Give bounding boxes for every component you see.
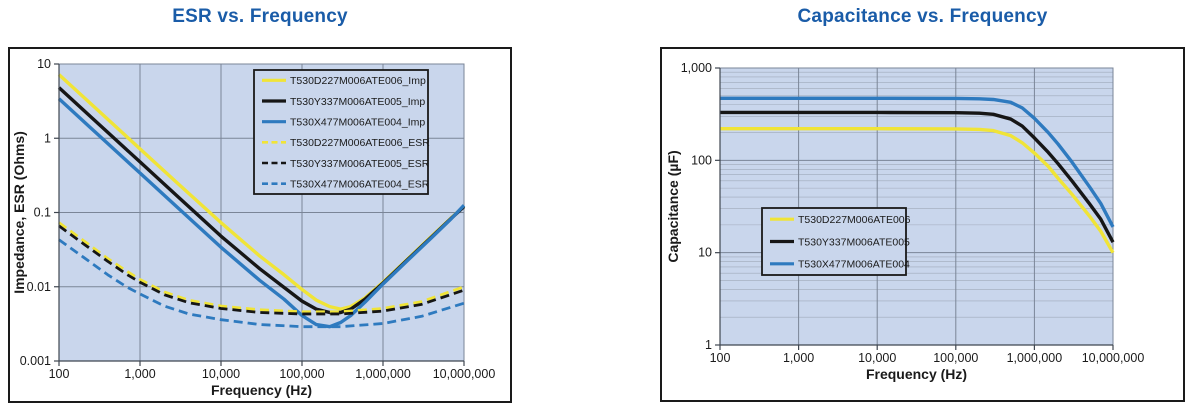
legend-entry-label: T530X477M006ATE004 xyxy=(798,259,910,271)
x-tick-label: 10,000 xyxy=(202,367,240,381)
legend-entry-label: T530Y337M006ATE005 xyxy=(798,236,910,248)
x-axis-label: Frequency (Hz) xyxy=(211,382,312,398)
capacitance-chart-card: Capacitance vs. Frequency 100 1,000 10,000… xyxy=(660,0,1185,407)
x-tick-label: 1,000 xyxy=(783,351,814,365)
legend-entry-label: T530D227M006ATE006_ESR xyxy=(290,137,430,149)
capacitance-chart-frame: 100 1,000 10,000 100,000 1,000,000 10,000,000… xyxy=(660,47,1185,402)
capacitance-chart-canvas: 100 1,000 10,000 100,000 1,000,000 10,000,000… xyxy=(665,61,1145,382)
y-tick-label: 0.001 xyxy=(20,354,51,368)
legend-entry-label: T530X477M006ATE004_Imp xyxy=(290,116,425,128)
legend-box xyxy=(253,69,429,195)
x-axis-label: Frequency (Hz) xyxy=(866,366,967,382)
esr-chart-frame: 100 1,000 10,000 100,000 1,000,000 10,000,000… xyxy=(8,47,512,403)
y-tick-label: 1,000 xyxy=(681,61,712,75)
plot-area xyxy=(720,68,1113,345)
x-tick-label: 1,000 xyxy=(124,367,155,381)
x-tick-label: 10,000,000 xyxy=(433,367,496,381)
esr-chart-card: ESR vs. Frequency 100 1,000 10,000 100,000 1… xyxy=(8,0,512,407)
legend-entry-label: T530D227M006ATE006 xyxy=(798,214,911,226)
series-line-T530X477M006ATE004_ESR xyxy=(58,238,465,329)
x-tick-label: 1,000,000 xyxy=(1007,351,1063,365)
series-line-T530X477M006ATE004 xyxy=(720,96,1115,228)
legend-entry-label: T530D227M006ATE006_Imp xyxy=(290,75,426,87)
y-tick-label: 100 xyxy=(691,153,712,167)
y-tick-label: 10 xyxy=(37,57,51,71)
x-tick-label: 100,000 xyxy=(279,367,324,381)
y-tick-label: 0.1 xyxy=(34,206,51,220)
x-tick-label: 10,000 xyxy=(858,351,896,365)
series-line-T530D227M006ATE006_ESR xyxy=(58,221,465,314)
y-tick-label: 10 xyxy=(698,246,712,260)
esr-chart-canvas: 100 1,000 10,000 100,000 1,000,000 10,000,000… xyxy=(11,57,496,398)
y-axis-label: Impedance, ESR (Ohms) xyxy=(11,131,27,294)
capacitance-chart-title: Capacitance vs. Frequency xyxy=(797,6,1048,27)
y-tick-label: 0.01 xyxy=(27,280,51,294)
legend-entry-label: T530Y337M006ATE005_ESR xyxy=(290,158,430,170)
x-tick-label: 1,000,000 xyxy=(355,367,411,381)
esr-chart-title: ESR vs. Frequency xyxy=(172,6,348,27)
x-tick-label: 10,000,000 xyxy=(1082,351,1145,365)
series-line-T530Y337M006ATE005 xyxy=(720,110,1115,243)
series-line-T530Y337M006ATE005_ESR xyxy=(58,224,465,316)
x-tick-label: 100,000 xyxy=(933,351,978,365)
x-tick-label: 100 xyxy=(49,367,70,381)
y-tick-label: 1 xyxy=(44,131,51,145)
legend-entry-label: T530Y337M006ATE005_Imp xyxy=(290,96,425,108)
x-tick-label: 100 xyxy=(710,351,731,365)
y-tick-label: 1 xyxy=(705,338,712,352)
y-axis-label: Capacitance (µF) xyxy=(665,150,681,262)
legend-entry-label: T530X477M006ATE004_ESR xyxy=(290,178,430,190)
series-line-T530D227M006ATE006 xyxy=(720,127,1115,254)
